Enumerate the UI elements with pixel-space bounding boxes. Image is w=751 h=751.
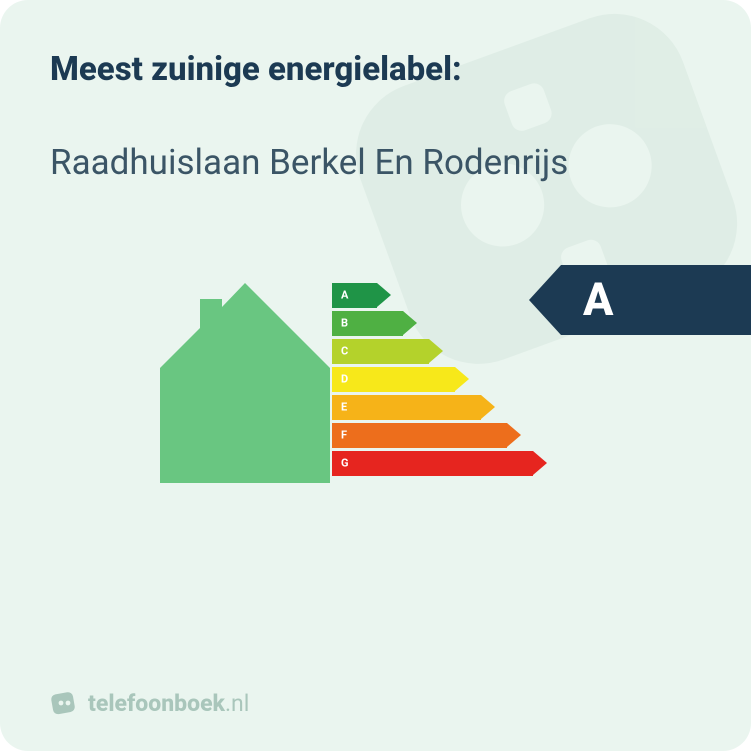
address-subtitle: Raadhuislaan Berkel En Rodenrijs [50, 141, 701, 185]
footer-brand-rest: .nl [225, 690, 249, 717]
energy-bar-a: A [332, 283, 547, 308]
energy-bar-label: E [341, 401, 347, 414]
energy-bar-body: F [332, 423, 507, 448]
result-letter: A [583, 273, 613, 326]
footer-logo-icon [50, 689, 78, 717]
energy-bar-arrow [429, 339, 443, 363]
energy-bar-arrow [481, 395, 495, 419]
energy-bar-body: B [332, 311, 403, 336]
energy-bar-arrow [403, 311, 417, 335]
energy-bar-g: G [332, 451, 547, 476]
content-wrapper: Meest zuinige energielabel: Raadhuislaan… [50, 50, 701, 721]
footer-brand-bold: telefoonboek [88, 690, 225, 717]
energy-bar-arrow [507, 423, 521, 447]
energy-bar-label: C [341, 345, 348, 358]
result-tag-body: A [561, 265, 751, 335]
energy-bar-body: D [332, 367, 455, 392]
energy-bar-body: C [332, 339, 429, 364]
house-icon [160, 283, 330, 483]
energy-bar-f: F [332, 423, 547, 448]
energy-bar-d: D [332, 367, 547, 392]
energy-bar-arrow [533, 451, 547, 475]
energy-bar-body: G [332, 451, 533, 476]
energy-card: Meest zuinige energielabel: Raadhuislaan… [0, 0, 751, 751]
energy-bar-label: G [341, 457, 349, 470]
page-title: Meest zuinige energielabel: [50, 50, 701, 89]
footer-brand: telefoonboek.nl [88, 690, 249, 717]
energy-bar-label: B [341, 317, 348, 330]
result-tag-arrow [529, 265, 561, 335]
energy-bar-arrow [377, 283, 391, 307]
energy-bar-body: E [332, 395, 481, 420]
energy-bar-c: C [332, 339, 547, 364]
footer: telefoonboek.nl [50, 689, 701, 717]
energy-bar-b: B [332, 311, 547, 336]
energy-bar-arrow [455, 367, 469, 391]
energy-chart: A B C D E F G A [160, 255, 701, 515]
energy-bar-body: A [332, 283, 377, 308]
result-tag: A [529, 265, 751, 335]
energy-bars-container: A B C D E F G [332, 283, 547, 479]
energy-bar-e: E [332, 395, 547, 420]
energy-bar-label: D [341, 373, 348, 386]
energy-bar-label: A [341, 289, 348, 302]
energy-bar-label: F [341, 429, 347, 442]
